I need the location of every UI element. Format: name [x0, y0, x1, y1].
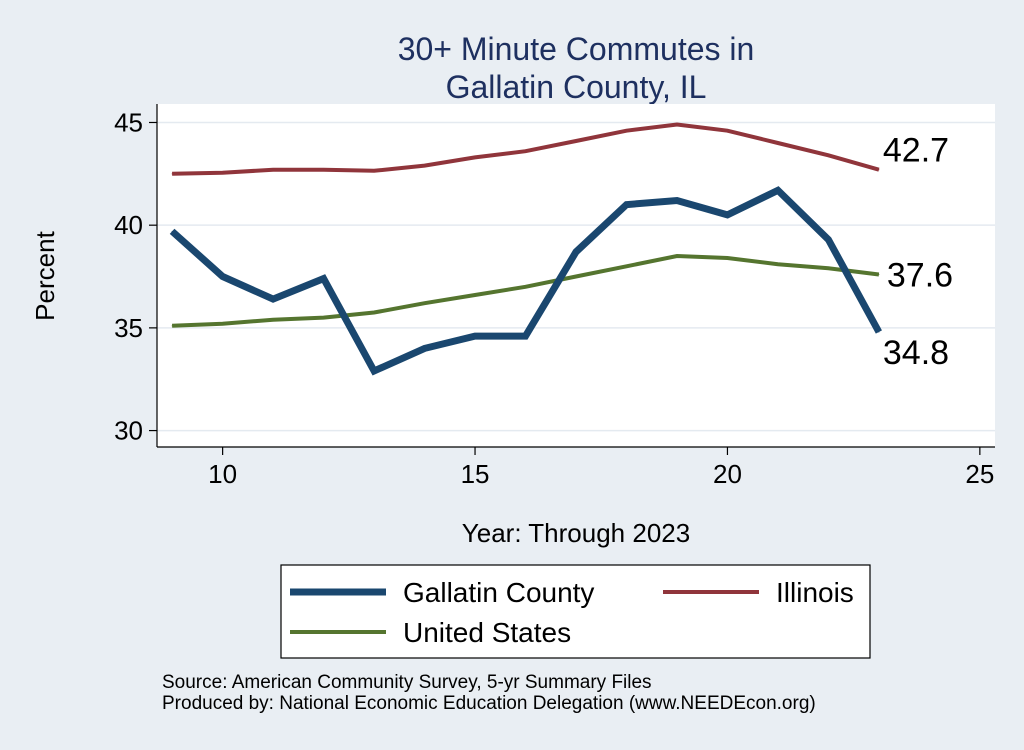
data-point-united-states-16: [525, 286, 527, 288]
data-point-illinois-19: [676, 124, 678, 126]
x-axis-title: Year: Through 2023: [462, 518, 690, 548]
data-point-united-states-11: [272, 319, 274, 321]
y-tick-label-35: 35: [114, 313, 143, 343]
data-point-united-states-22: [827, 267, 829, 269]
axis-ticks: 30 35 40 45 10 15 20 25: [114, 107, 994, 489]
legend-label-illinois: Illinois: [776, 577, 854, 608]
end-labels: 34.8 42.7 37.6: [883, 132, 953, 372]
data-point-gallatin-county-22: [827, 239, 829, 241]
data-point-illinois-13: [373, 170, 375, 172]
x-tick-label-10: 10: [208, 459, 237, 489]
data-point-illinois-18: [625, 130, 627, 132]
y-tick-label-45: 45: [114, 107, 143, 137]
end-label-united-states: 37.6: [887, 256, 953, 294]
data-point-gallatin-county-19: [676, 200, 678, 202]
x-tick-label-15: 15: [461, 459, 490, 489]
x-tick-label-25: 25: [965, 459, 994, 489]
end-label-illinois: 42.7: [883, 132, 949, 170]
data-point-gallatin-county-16: [525, 335, 527, 337]
data-point-united-states-20: [726, 257, 728, 259]
data-point-united-states-13: [373, 311, 375, 313]
data-point-gallatin-county-14: [424, 347, 426, 349]
data-point-gallatin-county-17: [575, 251, 577, 253]
data-point-united-states-9: [171, 325, 173, 327]
legend-label-gallatin-county: Gallatin County: [403, 577, 594, 608]
data-point-united-states-21: [777, 263, 779, 265]
data-point-united-states-17: [575, 276, 577, 278]
legend-label-united-states: United States: [403, 617, 571, 648]
data-point-illinois-15: [474, 156, 476, 158]
data-point-united-states-12: [323, 317, 325, 319]
end-label-gallatin-county: 34.8: [883, 334, 949, 372]
data-point-gallatin-county-12: [323, 278, 325, 280]
chart-title-line-2: Gallatin County, IL: [446, 69, 707, 105]
data-point-gallatin-county-11: [272, 298, 274, 300]
data-point-illinois-22: [827, 154, 829, 156]
producer-note: Produced by: National Economic Education…: [162, 693, 816, 714]
data-point-illinois-23: [878, 169, 880, 171]
source-note: Source: American Community Survey, 5-yr …: [162, 672, 652, 693]
data-point-gallatin-county-23: [878, 331, 880, 333]
data-point-illinois-12: [323, 169, 325, 171]
data-point-illinois-16: [525, 150, 527, 152]
data-point-illinois-20: [726, 130, 728, 132]
series-lines: [169, 122, 882, 376]
data-point-gallatin-county-10: [222, 276, 224, 278]
data-point-illinois-14: [424, 165, 426, 167]
data-point-united-states-18: [625, 265, 627, 267]
data-point-united-states-10: [222, 323, 224, 325]
data-point-united-states-15: [474, 294, 476, 296]
data-point-united-states-19: [676, 255, 678, 257]
legend-box: [280, 564, 871, 659]
data-point-gallatin-county-13: [373, 370, 375, 372]
data-point-united-states-14: [424, 302, 426, 304]
data-point-illinois-11: [272, 169, 274, 171]
data-point-united-states-23: [878, 273, 880, 275]
data-point-illinois-10: [222, 172, 224, 174]
data-point-illinois-21: [777, 142, 779, 144]
data-point-gallatin-county-20: [726, 214, 728, 216]
data-point-gallatin-county-21: [777, 189, 779, 191]
data-point-illinois-9: [171, 173, 173, 175]
chart-title-line-1: 30+ Minute Commutes in: [398, 31, 755, 67]
gridlines: [157, 121, 995, 432]
data-point-gallatin-county-18: [625, 204, 627, 206]
data-point-illinois-17: [575, 140, 577, 142]
data-point-gallatin-county-9: [171, 230, 173, 232]
data-point-gallatin-county-15: [474, 335, 476, 337]
y-tick-label-30: 30: [114, 416, 143, 446]
x-tick-label-20: 20: [713, 459, 742, 489]
y-tick-label-40: 40: [114, 210, 143, 240]
y-axis-title: Percent: [30, 230, 60, 320]
legend: Gallatin County Illinois United States: [290, 577, 854, 648]
